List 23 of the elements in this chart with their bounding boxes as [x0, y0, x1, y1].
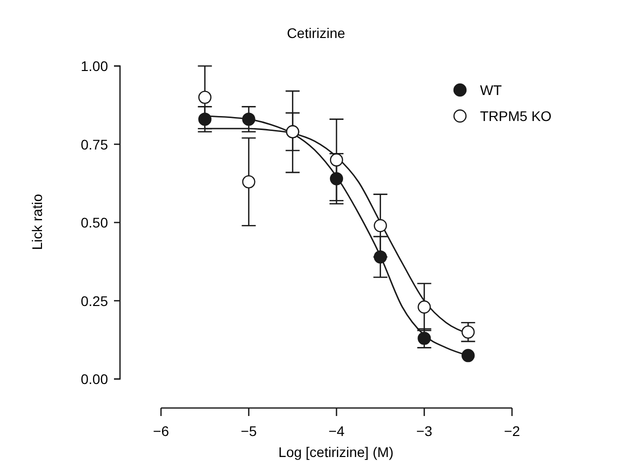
x-axis-title: Log [cetirizine] (M) — [278, 444, 394, 460]
point — [330, 153, 344, 166]
point — [462, 348, 475, 362]
chart-title: Cetirizine — [286, 25, 346, 41]
legend-label: WT — [480, 82, 502, 98]
point — [242, 112, 256, 126]
legend-label: TRPM5 KO — [480, 108, 552, 124]
y-tick-label: 0.00 — [80, 371, 108, 387]
y-tick-label: 0.25 — [80, 292, 108, 309]
x-tick-label: −4 — [328, 423, 345, 439]
y-tick-label: 1.00 — [80, 58, 108, 74]
y-tick-label: 0.75 — [80, 136, 108, 152]
x-tick-label: −5 — [240, 423, 257, 439]
x-tick-label: −2 — [504, 423, 520, 439]
y-axis-title: Lick ratio — [29, 194, 45, 250]
x-tick-label: −3 — [416, 423, 432, 439]
y-tick-label: 0.50 — [80, 214, 108, 230]
point — [242, 175, 256, 188]
point — [198, 90, 212, 104]
point — [418, 300, 431, 314]
point — [330, 172, 344, 186]
point — [374, 219, 387, 232]
x-tick-label: −6 — [153, 423, 170, 439]
